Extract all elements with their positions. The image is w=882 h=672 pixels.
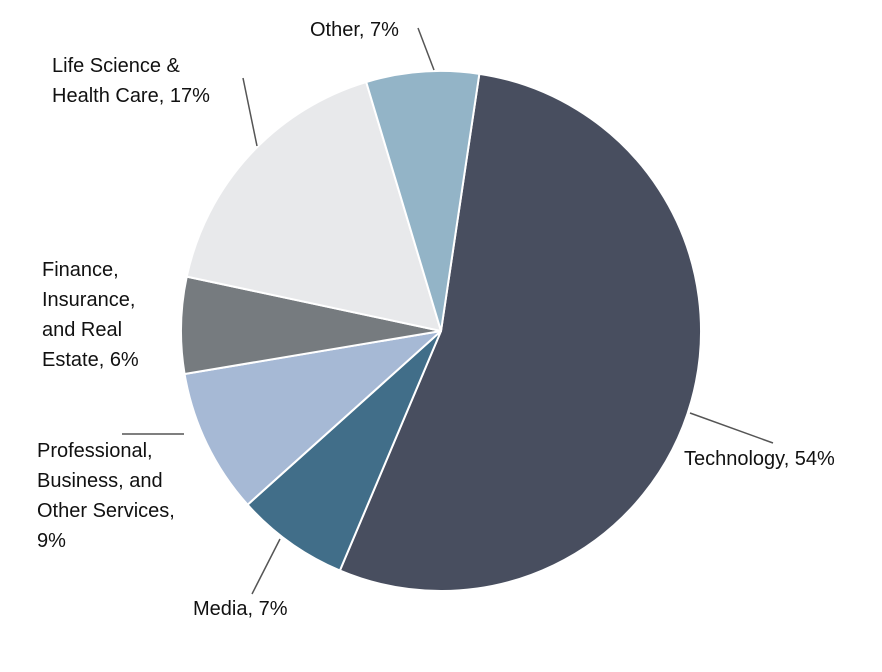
slice-label-line: Technology, 54% — [684, 448, 835, 470]
leader-line-media — [251, 538, 281, 595]
slice-label-line: Other, 7% — [310, 19, 399, 41]
slice-label-other: Other, 7% — [310, 19, 399, 41]
slice-label-line: Media, 7% — [193, 598, 288, 620]
slice-labels: Technology, 54% Media, 7% Professional, Bus… — [37, 19, 835, 620]
slice-label-media: Media, 7% — [193, 598, 288, 620]
slice-label-line: Insurance, — [42, 289, 135, 311]
pie-slice-media — [246, 330, 442, 572]
pie-slice-life-science-health-care — [185, 80, 442, 332]
slice-label-finance-insurance-and-real-estate: Finance, Insurance, and Real Estate, 6% — [42, 259, 139, 371]
slice-label-line: Life Science & — [52, 55, 181, 77]
pie-slices — [180, 69, 702, 592]
leader-line-other — [417, 27, 435, 71]
pie-slice-technology — [338, 72, 702, 592]
slice-label-line: Business, and — [37, 470, 163, 492]
slice-label-line: Finance, — [42, 259, 119, 281]
slice-label-life-science-health-care: Life Science & Health Care, 17% — [52, 55, 210, 107]
pie-slice-professional-business-and-other-services — [183, 330, 442, 506]
slice-label-line: Estate, 6% — [42, 349, 139, 371]
pie-slice-other — [365, 69, 481, 332]
slice-label-technology: Technology, 54% — [684, 448, 835, 470]
leader-line-technology — [689, 412, 774, 444]
slice-label-line: 9% — [37, 530, 66, 552]
slice-label-professional-business-and-other-services: Professional, Business, and Other Services… — [37, 440, 175, 552]
slice-label-line: Health Care, 17% — [52, 85, 210, 107]
leader-line-life-science-health-care — [242, 77, 258, 147]
leader-lines — [122, 27, 774, 595]
slice-label-line: Professional, — [37, 440, 153, 462]
slice-label-line: and Real — [42, 319, 122, 341]
slice-label-line: Other Services, — [37, 500, 175, 522]
